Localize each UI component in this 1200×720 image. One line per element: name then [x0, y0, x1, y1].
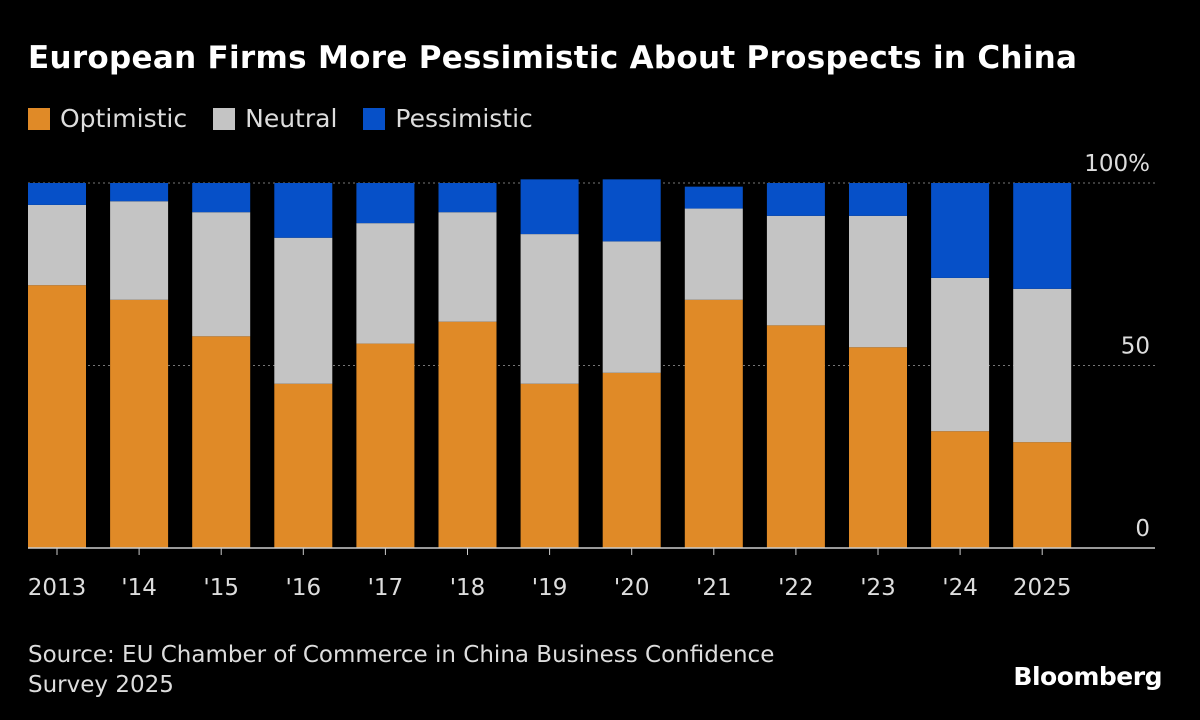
bar-optimistic [1013, 442, 1072, 548]
bar-neutral [28, 204, 86, 286]
legend-swatch [28, 107, 50, 130]
bar-pessimistic [849, 183, 907, 216]
legend-swatch [363, 107, 386, 130]
legend-item-optimistic: Optimistic [28, 104, 187, 133]
x-tick-label: '15 [203, 575, 239, 601]
legend-label: Neutral [245, 104, 338, 133]
bar-optimistic [110, 299, 169, 548]
bar-optimistic [274, 383, 333, 548]
source-note: Source: EU Chamber of Commerce in China … [28, 642, 775, 698]
x-tick-label: '22 [778, 575, 814, 601]
bar-pessimistic [28, 183, 86, 205]
x-tick-label: 2025 [1013, 575, 1072, 601]
x-tick-label: '21 [696, 575, 732, 601]
bloomberg-logo: Bloomberg [1013, 662, 1162, 691]
bar-optimistic [602, 372, 661, 548]
x-tick-label: 2013 [28, 575, 87, 601]
bar-optimistic [684, 299, 743, 548]
bar-neutral [192, 212, 251, 337]
bar-pessimistic [1013, 183, 1072, 289]
bar-neutral [110, 201, 169, 300]
x-tick-label: '19 [532, 575, 568, 601]
bar-neutral [1013, 288, 1072, 443]
x-tick-label: '17 [368, 575, 404, 601]
y-tick-label: 100% [1084, 151, 1150, 177]
bar-optimistic [931, 431, 990, 548]
bar-pessimistic [356, 183, 415, 224]
bar-optimistic [192, 336, 251, 548]
legend-item-neutral: Neutral [213, 104, 337, 133]
bar-optimistic [766, 325, 825, 548]
legend-label: Pessimistic [395, 104, 533, 133]
bar-pessimistic [684, 186, 743, 209]
x-tick-label: '14 [121, 575, 157, 601]
bar-pessimistic [274, 183, 333, 238]
y-tick-label: 0 [1135, 516, 1150, 542]
bar-optimistic [28, 285, 86, 548]
bar-optimistic [520, 383, 579, 548]
bar-neutral [766, 215, 825, 326]
x-tick-label: '23 [860, 575, 896, 601]
bar-pessimistic [438, 183, 497, 213]
bar-neutral [438, 212, 497, 322]
bar-neutral [356, 223, 415, 344]
y-tick-label: 50 [1121, 334, 1150, 360]
bar-neutral [849, 215, 907, 348]
legend-item-pessimistic: Pessimistic [363, 104, 533, 133]
bar-pessimistic [192, 183, 251, 213]
x-tick-label: '20 [614, 575, 650, 601]
bar-pessimistic [110, 183, 169, 202]
bar-pessimistic [520, 179, 579, 235]
x-tick-label: '16 [286, 575, 322, 601]
bar-neutral [931, 277, 990, 432]
bar-optimistic [849, 347, 907, 548]
bar-pessimistic [602, 179, 661, 242]
bar-optimistic [438, 321, 497, 548]
bar-pessimistic [931, 183, 990, 278]
legend-swatch [213, 107, 236, 130]
legend-label: Optimistic [60, 104, 188, 133]
bar-pessimistic [766, 183, 825, 216]
bar-optimistic [356, 343, 415, 548]
x-tick-label: '24 [942, 575, 978, 601]
legend: Optimistic Neutral Pessimistic [28, 104, 533, 133]
bar-neutral [684, 208, 743, 300]
chart-title: European Firms More Pessimistic About Pr… [28, 40, 1078, 76]
bar-neutral [602, 241, 661, 373]
x-tick-label: '18 [450, 575, 486, 601]
bar-neutral [520, 234, 579, 384]
bar-neutral [274, 237, 333, 384]
